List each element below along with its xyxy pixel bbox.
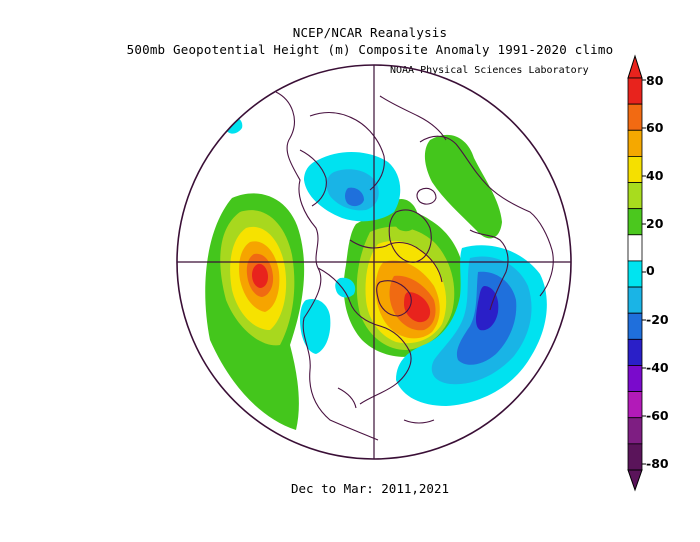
colorbar-label-minus80: -80 (646, 456, 669, 471)
anomaly-europe-green (424, 134, 502, 239)
colorbar-cell (627, 208, 643, 236)
colorbar-cell (627, 103, 643, 131)
colorbar-cell (627, 77, 643, 105)
colorbar-cell (627, 234, 643, 262)
colorbar-arrow-bottom (627, 469, 643, 492)
credit-label: NOAA Physical Sciences Laboratory (390, 65, 589, 76)
anomaly-siberia-green (392, 198, 418, 232)
colorbar-cell (627, 155, 643, 183)
colorbar-label-0: 0 (646, 263, 655, 278)
chart-subtitle-variable: 500mb Geopotential Height (m) Composite … (126, 42, 614, 57)
chart-title: NCEP/NCAR Reanalysis (292, 25, 448, 40)
anomaly-pacific-red (252, 263, 268, 288)
colorbar-cell (627, 338, 643, 366)
map-boundary-circle (176, 64, 572, 460)
colorbar-cell (627, 417, 643, 445)
anomaly-arctic-blue (345, 187, 364, 207)
colorbar-label-minus60: -60 (646, 408, 669, 423)
colorbar-label-minus40: -40 (646, 360, 669, 375)
colorbar-label-20: 20 (646, 216, 664, 231)
anomaly-hudson-cyan (335, 277, 356, 298)
colorbar-arrow-top (627, 54, 643, 79)
colorbar-cell (627, 286, 643, 314)
colorbar-cell (627, 391, 643, 419)
colorbar-cell (627, 312, 643, 340)
colorbar-cell (627, 129, 643, 157)
colorbar-label-60: 60 (646, 120, 664, 135)
colorbar-label-80: 80 (646, 73, 664, 88)
colorbar-cell (627, 443, 643, 471)
anomaly-field (205, 116, 547, 430)
colorbar-cell (627, 182, 643, 210)
colorbar-cell (627, 365, 643, 393)
period-label: Dec to Mar: 2011,2021 (290, 481, 450, 496)
anomaly-canada-red (404, 292, 431, 323)
colorbar-cell (627, 260, 643, 288)
colorbar-label-40: 40 (646, 168, 664, 183)
colorbar-label-minus20: -20 (646, 312, 669, 327)
anomaly-atlantic-indigo (476, 286, 499, 331)
